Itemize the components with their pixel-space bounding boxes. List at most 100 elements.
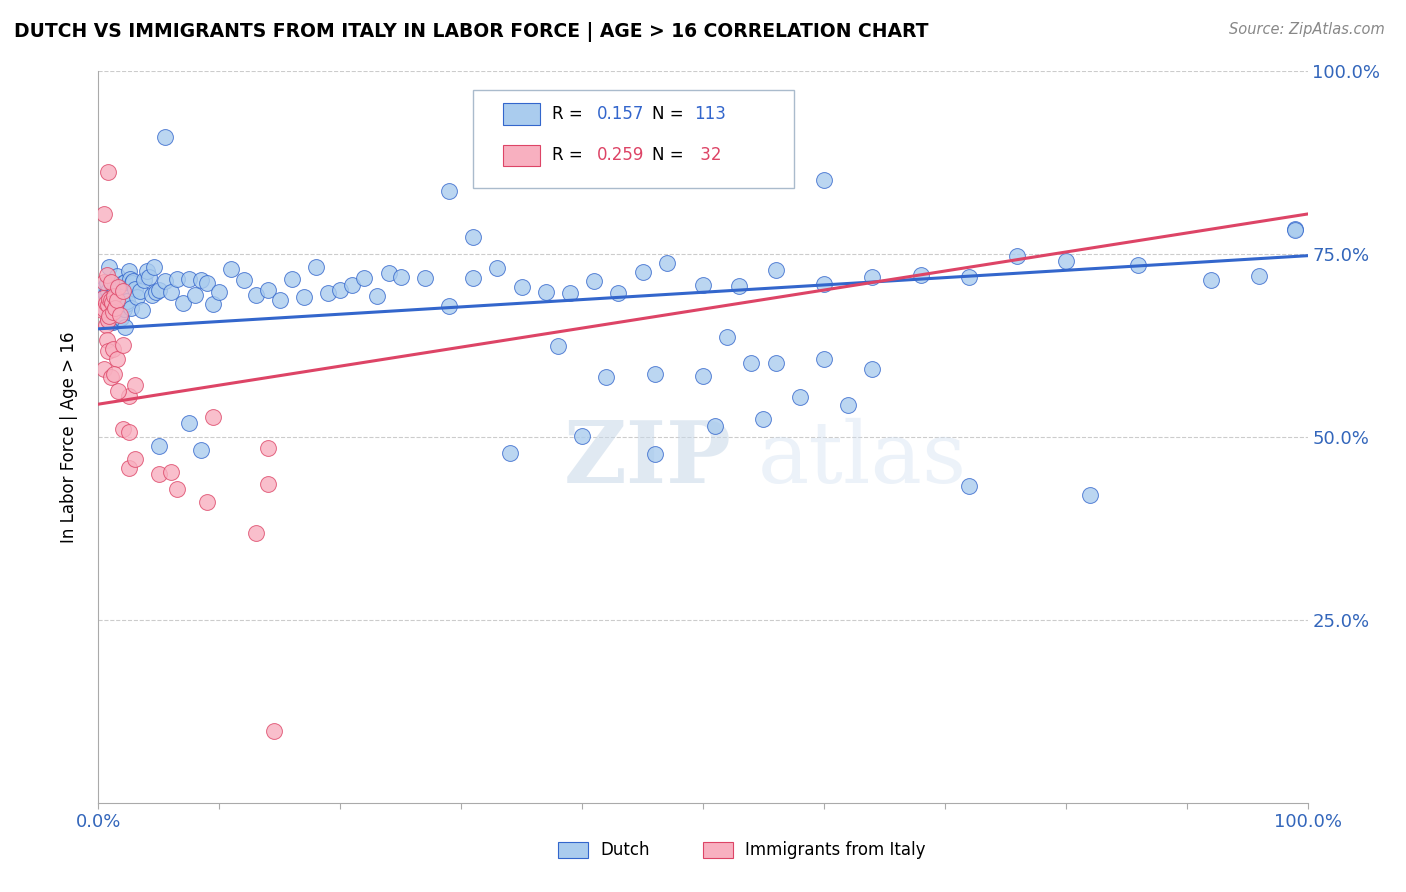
Point [107, 291, 129, 305]
Text: atlas: atlas [758, 417, 966, 500]
Point [644, 368, 666, 382]
Point [1007, 249, 1029, 263]
Point [463, 270, 485, 285]
Point [172, 296, 194, 310]
Point [813, 352, 835, 367]
Point [96, 333, 118, 347]
Point [98, 314, 121, 328]
Point [93, 275, 115, 289]
Point [97, 313, 120, 327]
Point [103, 286, 125, 301]
Point [153, 130, 176, 145]
Point [131, 303, 153, 318]
Y-axis label: In Labor Force | Age > 16: In Labor Force | Age > 16 [59, 331, 77, 543]
Point [463, 229, 485, 244]
Point [292, 291, 315, 305]
Point [160, 465, 183, 479]
Point [100, 293, 122, 307]
Point [105, 293, 128, 307]
Point [112, 301, 135, 316]
Bar [503, 145, 540, 167]
Point [1249, 269, 1271, 284]
Point [107, 301, 129, 315]
Point [547, 339, 569, 353]
Point [837, 398, 859, 412]
Point [93, 207, 115, 221]
Point [100, 296, 122, 310]
Point [202, 297, 225, 311]
Point [498, 445, 520, 459]
Point [91, 291, 114, 305]
Point [114, 276, 136, 290]
Point [118, 389, 141, 403]
Point [118, 272, 141, 286]
Point [105, 352, 128, 367]
Point [765, 263, 787, 277]
Point [111, 276, 134, 290]
Point [138, 270, 160, 285]
Point [120, 301, 142, 316]
Point [118, 461, 141, 475]
Point [366, 289, 388, 303]
Point [103, 285, 125, 300]
Point [100, 277, 122, 292]
Text: Dutch: Dutch [600, 840, 650, 859]
Text: DUTCH VS IMMIGRANTS FROM ITALY IN LABOR FORCE | AGE > 16 CORRELATION CHART: DUTCH VS IMMIGRANTS FROM ITALY IN LABOR … [14, 22, 928, 42]
Point [114, 320, 136, 334]
Point [813, 173, 835, 187]
Point [97, 313, 120, 327]
Point [631, 265, 654, 279]
Point [121, 277, 143, 291]
Text: 32: 32 [695, 146, 721, 164]
Point [98, 309, 121, 323]
Point [96, 302, 118, 317]
Point [437, 299, 460, 313]
Point [108, 280, 131, 294]
Point [910, 268, 932, 282]
Point [117, 294, 139, 309]
Bar [503, 103, 540, 125]
Point [263, 723, 285, 738]
Point [860, 269, 883, 284]
Text: N =: N = [652, 146, 689, 164]
Text: ZIP: ZIP [564, 417, 731, 501]
Point [607, 286, 630, 301]
Point [98, 260, 121, 275]
Point [104, 277, 127, 292]
Point [91, 302, 114, 317]
Point [1078, 488, 1101, 502]
Point [583, 274, 606, 288]
Point [107, 384, 129, 398]
Point [111, 284, 134, 298]
Point [110, 311, 132, 326]
Text: R =: R = [551, 146, 588, 164]
Point [281, 272, 304, 286]
Point [179, 416, 201, 430]
Point [111, 338, 134, 352]
Point [571, 429, 593, 443]
Point [93, 284, 115, 298]
Point [655, 256, 678, 270]
Point [97, 344, 120, 359]
Point [100, 370, 122, 384]
Point [389, 270, 412, 285]
Point [124, 451, 146, 466]
Point [166, 272, 188, 286]
Point [112, 289, 135, 303]
Point [256, 283, 278, 297]
Point [1128, 258, 1150, 272]
Point [97, 284, 120, 298]
Point [377, 266, 399, 280]
Point [124, 377, 146, 392]
Point [190, 443, 212, 458]
Point [108, 308, 131, 322]
Point [413, 270, 436, 285]
Point [104, 301, 127, 316]
Point [103, 368, 125, 382]
Point [486, 261, 509, 276]
FancyBboxPatch shape [474, 90, 793, 188]
Point [153, 274, 176, 288]
Point [107, 279, 129, 293]
Point [221, 261, 243, 276]
Point [101, 304, 124, 318]
